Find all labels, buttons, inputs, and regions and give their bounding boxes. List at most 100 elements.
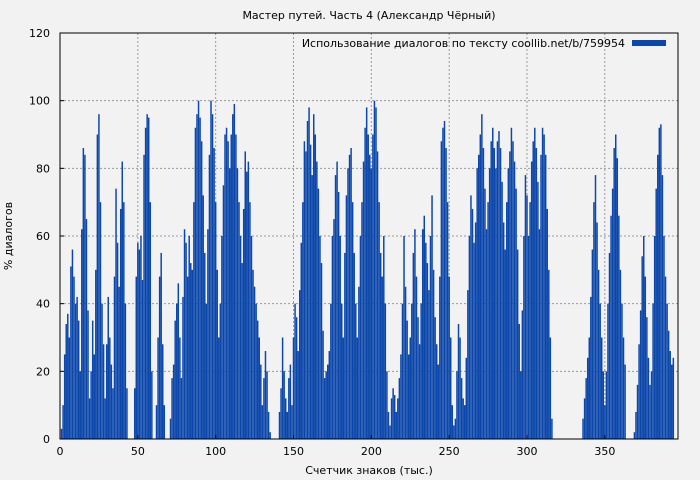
data-bar [381,276,383,439]
data-bar [636,384,639,439]
data-bar [431,195,433,439]
data-bar [537,181,539,439]
data-bar [546,208,548,439]
y-tick-label: 60 [36,230,50,243]
data-bar [216,269,218,439]
data-bar [185,242,187,439]
data-bar [666,303,668,439]
data-bar [300,242,303,439]
data-bar [320,263,323,439]
data-bar [93,354,95,439]
data-bar [196,114,198,439]
data-bar [660,124,662,439]
data-bar [124,303,127,439]
data-bar [376,151,379,439]
data-bar [116,242,119,439]
data-bar [521,310,524,439]
data-bar [288,378,290,439]
data-bar [633,432,636,439]
data-bar [258,337,260,439]
data-bar [336,161,338,440]
x-tick-label: 150 [283,445,304,458]
data-bar [149,202,152,439]
data-bar [239,236,242,439]
data-bar [484,188,486,439]
data-bar [611,188,614,439]
data-bar [672,357,675,439]
data-bar [591,249,594,439]
data-bar [516,249,519,439]
data-bar [228,168,231,440]
data-bar [523,236,525,439]
data-bar [344,252,346,439]
data-bar [63,354,66,439]
data-bar [495,168,497,440]
data-bar [512,141,514,439]
data-bar [174,320,176,439]
data-bar [126,388,128,439]
data-bar [193,202,195,439]
data-bar [133,388,136,439]
data-bar [157,337,159,439]
data-bar [435,344,438,439]
data-bar [428,290,430,439]
data-bar [650,371,653,439]
data-bar [418,344,421,439]
data-bar [112,388,114,439]
data-bar [256,320,259,439]
data-bar [378,202,380,439]
data-bar [490,141,492,439]
data-bar [176,303,178,439]
data-bar [151,371,153,439]
data-bar [311,175,313,439]
data-bar [137,242,139,439]
data-bar [499,148,502,440]
data-bar [395,411,397,439]
data-bar [121,161,124,440]
x-tick-label: 200 [361,445,382,458]
data-bar [308,107,310,439]
data-bar [406,320,408,439]
data-bar [481,114,483,439]
data-bar [236,168,239,440]
data-bar [619,269,622,439]
chart-title: Мастер путей. Часть 4 (Александр Чёрный) [242,9,495,22]
data-bar [105,344,108,439]
y-tick-label: 100 [29,95,50,108]
data-bar [233,104,236,440]
data-bar [390,398,393,439]
data-bar [219,303,222,439]
data-bar [474,222,477,439]
data-bar [493,148,496,440]
y-tick-label: 80 [36,162,50,175]
data-bar [261,405,264,439]
data-bar [373,100,376,440]
data-bar [255,303,257,439]
data-bar [657,154,659,440]
data-bar [608,252,611,439]
data-bar [527,236,530,439]
data-bar [442,127,444,439]
data-bar [498,131,500,439]
data-bar [309,144,312,439]
data-bar [361,202,363,439]
data-bar [143,154,145,440]
data-bar [355,303,357,439]
data-bar [369,154,371,440]
data-bar [67,313,69,439]
data-bar [102,344,105,439]
data-bar [482,148,485,440]
data-bar [643,236,645,439]
data-bar [506,202,508,439]
data-bar [85,219,88,439]
data-bar [485,229,488,439]
data-bar [353,252,355,439]
data-bar [417,317,419,439]
data-bar [169,418,172,439]
data-bar [281,337,284,439]
data-bar [386,371,388,439]
data-bar [162,344,164,439]
data-bar [370,168,373,440]
